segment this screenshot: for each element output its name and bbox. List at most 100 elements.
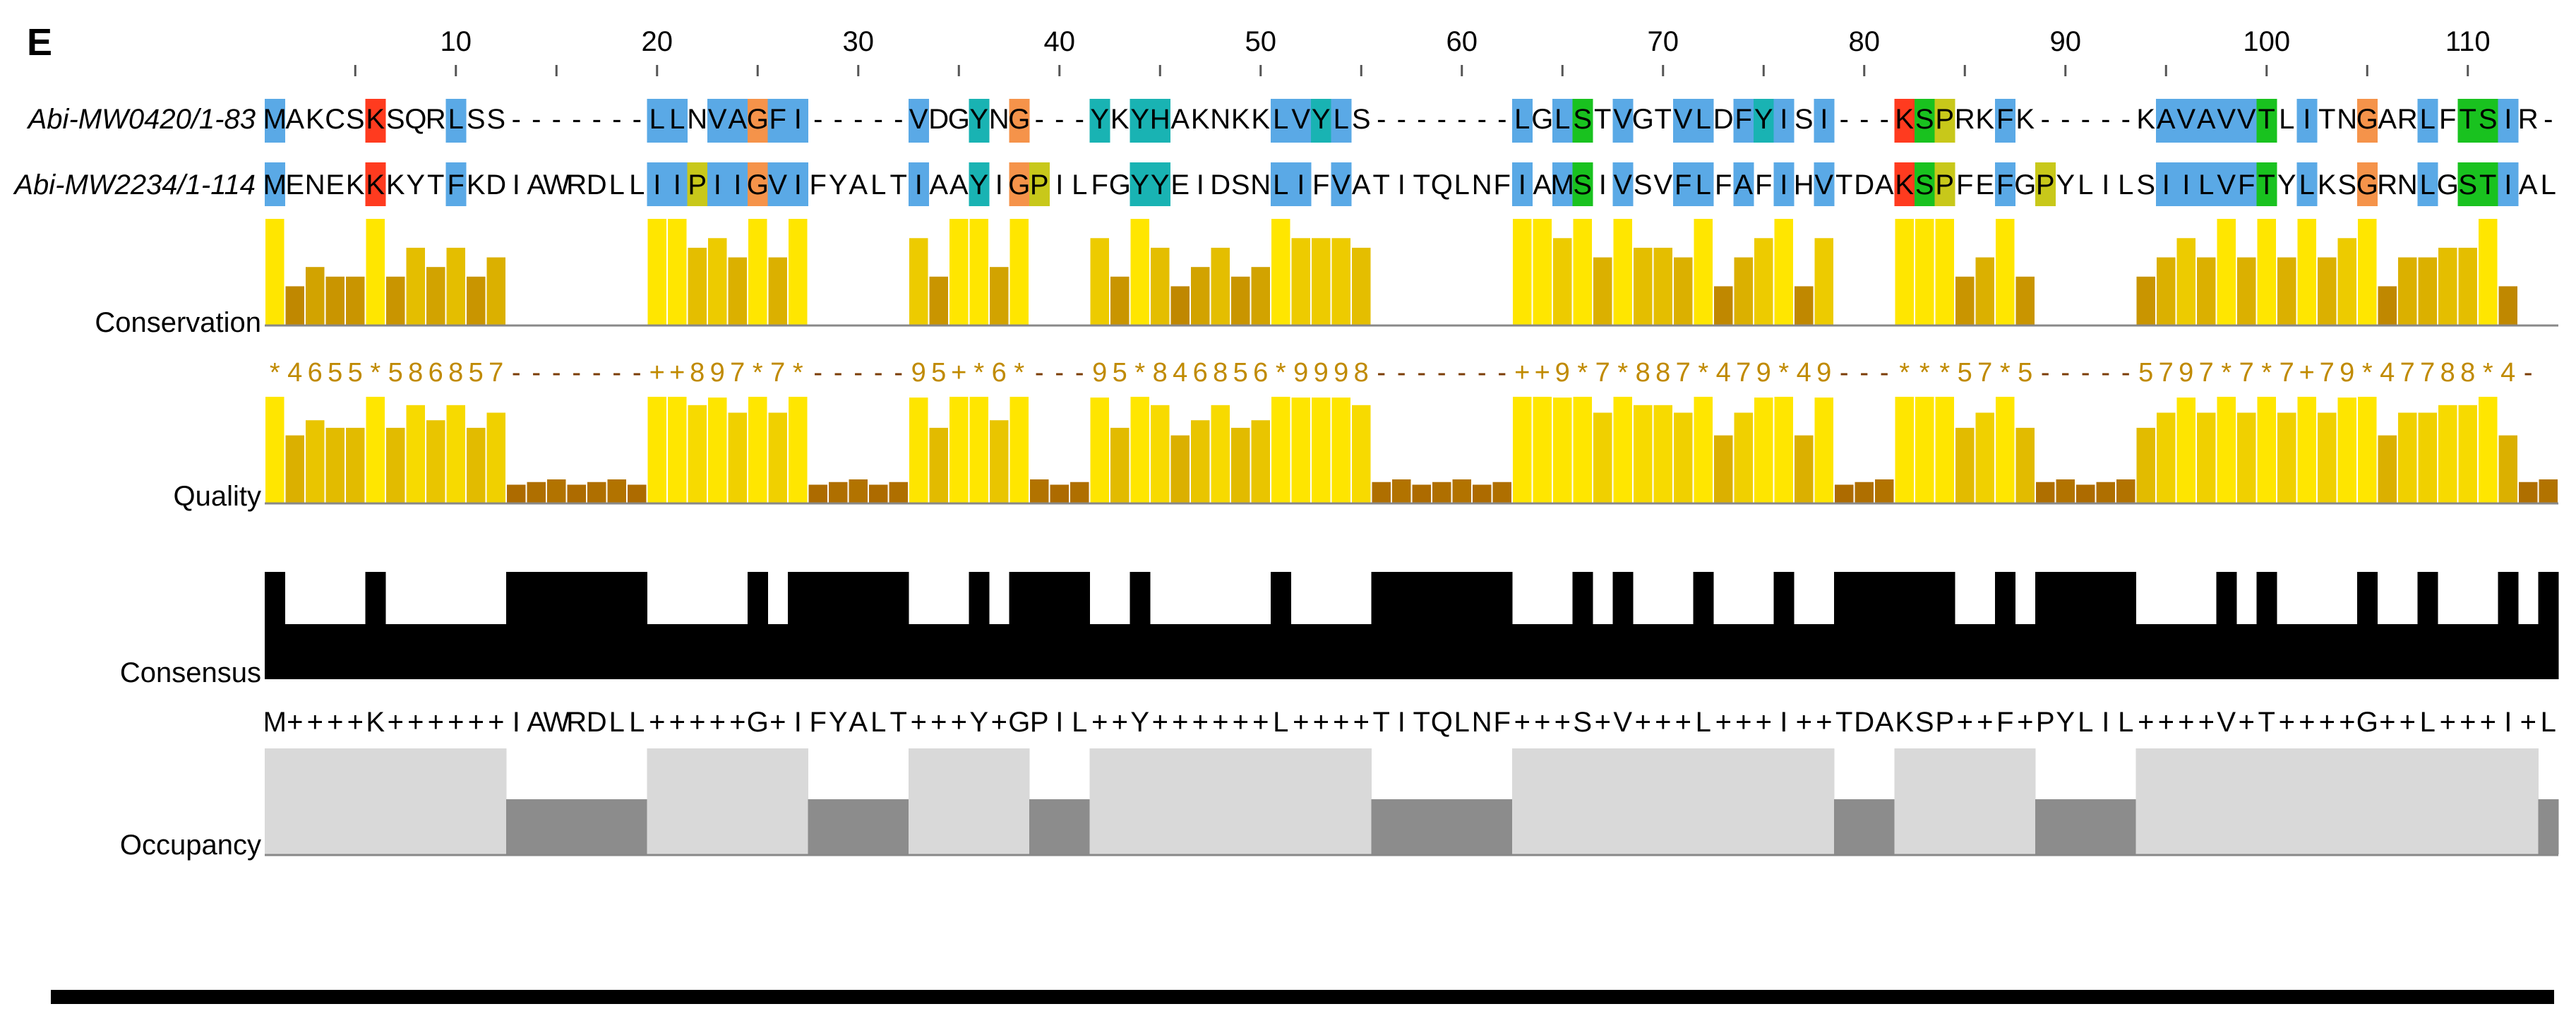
residue-letter: T	[1373, 169, 1390, 201]
residue-letter: -	[2101, 104, 2110, 135]
residue-letter: -	[1457, 104, 1466, 135]
consensus-bar	[1451, 572, 1473, 679]
consensus-bar	[1653, 624, 1674, 679]
residue-letter: -	[1377, 104, 1386, 135]
residue-highlight	[1572, 162, 1593, 206]
residue-letter: E	[1975, 169, 1994, 201]
conservation-bar	[1915, 219, 1934, 325]
residue-letter: N	[305, 169, 325, 201]
occupancy-bar	[1713, 748, 1734, 854]
consensus-bar	[1110, 624, 1130, 679]
conservation-score: 7	[489, 358, 503, 388]
occupancy-bar	[808, 799, 829, 854]
occupancy-bar	[265, 748, 285, 854]
occupancy-bar	[969, 748, 990, 854]
residue-highlight	[1934, 162, 1955, 206]
quality-bar	[2498, 435, 2517, 503]
residue-letter: -	[1437, 104, 1446, 135]
conservation-score: 8	[2460, 358, 2475, 388]
residue-letter: P	[1030, 169, 1049, 201]
residue-highlight	[767, 99, 789, 143]
conservation-bar	[728, 257, 747, 325]
conservation-bar	[2197, 257, 2216, 325]
conservation-score: 8	[690, 358, 705, 388]
conservation-bar	[1996, 219, 2015, 325]
consensus-letter: +	[769, 707, 786, 738]
occupancy-bar	[1089, 748, 1110, 854]
consensus-bar	[1995, 572, 2015, 679]
conservation-bar	[1674, 257, 1693, 325]
consensus-letter: +	[729, 707, 745, 738]
conservation-bar	[366, 219, 385, 325]
occupancy-bar	[909, 748, 929, 854]
consensus-bar	[2236, 624, 2257, 679]
residue-letter: -	[2121, 104, 2131, 135]
residue-letter: L	[1454, 169, 1470, 201]
residue-highlight	[1029, 162, 1050, 206]
conservation-score: 5	[2138, 358, 2153, 388]
quality-bar	[668, 397, 687, 503]
consensus-letter: +	[2319, 707, 2335, 738]
conservation-score: -	[853, 358, 863, 388]
occupancy-bar	[2075, 799, 2096, 854]
conservation-score: 6	[992, 358, 1007, 388]
consensus-bar	[1271, 572, 1291, 679]
consensus-letter: +	[2339, 707, 2355, 738]
quality-bar	[808, 484, 827, 503]
conservation-score: 9	[2340, 358, 2354, 388]
consensus-letter: +	[911, 707, 927, 738]
conservation-bar	[2438, 247, 2457, 325]
residue-letter: A	[527, 169, 546, 201]
conservation-score: 5	[348, 358, 363, 388]
residue-letter: -	[2544, 104, 2553, 135]
conservation-bar	[285, 286, 304, 325]
occupancy-bar	[627, 799, 647, 854]
residue-highlight	[1150, 99, 1170, 143]
conservation-bar	[2237, 257, 2256, 325]
consensus-bar	[1834, 572, 1855, 679]
residue-letter: K	[2318, 169, 2337, 201]
consensus-bar	[405, 624, 426, 679]
consensus-letter: M	[263, 707, 287, 738]
residue-highlight	[2498, 99, 2519, 143]
quality-bar	[2257, 397, 2276, 503]
residue-letter: S	[1795, 104, 1814, 135]
residue-highlight	[2236, 162, 2257, 206]
quality-bar	[1795, 435, 1814, 503]
consensus-letter: +	[1112, 707, 1128, 738]
conservation-bar	[1795, 286, 1814, 325]
occupancy-bar	[2397, 748, 2418, 854]
occupancy-bar	[1915, 748, 1935, 854]
residue-letter: L	[1273, 104, 1288, 135]
conservation-score: 8	[1354, 358, 1369, 388]
consensus-letter: L	[629, 707, 645, 738]
quality-bar	[2197, 412, 2216, 503]
conservation-score: -	[552, 358, 561, 388]
occupancy-bar	[1975, 748, 1996, 854]
quality-bar	[688, 405, 707, 503]
residue-letter: Y	[1151, 169, 1170, 201]
consensus-label: Consensus	[120, 657, 261, 688]
conservation-score: -	[2041, 358, 2050, 388]
residue-letter: I	[1780, 169, 1787, 201]
consensus-bar	[2518, 624, 2539, 679]
residue-highlight	[667, 162, 688, 206]
conservation-score: 9	[710, 358, 725, 388]
consensus-bar	[2035, 572, 2056, 679]
residue-letter: L	[1273, 169, 1288, 201]
consensus-letter: +	[1816, 707, 1832, 738]
conservation-bar	[1955, 276, 1975, 325]
quality-bar	[2157, 412, 2176, 503]
conservation-bar	[386, 276, 405, 325]
consensus-letter: P	[2036, 707, 2055, 738]
quality-bar	[889, 482, 908, 503]
consensus-bar	[1411, 572, 1432, 679]
quality-bar	[1110, 427, 1130, 503]
conservation-score: *	[2221, 358, 2231, 388]
consensus-letter: +	[2239, 707, 2255, 738]
consensus-bar	[1733, 624, 1754, 679]
conservation-bar	[768, 257, 787, 325]
conservation-bar	[969, 219, 988, 325]
consensus-bar	[486, 624, 507, 679]
conservation-bar	[1291, 238, 1310, 325]
